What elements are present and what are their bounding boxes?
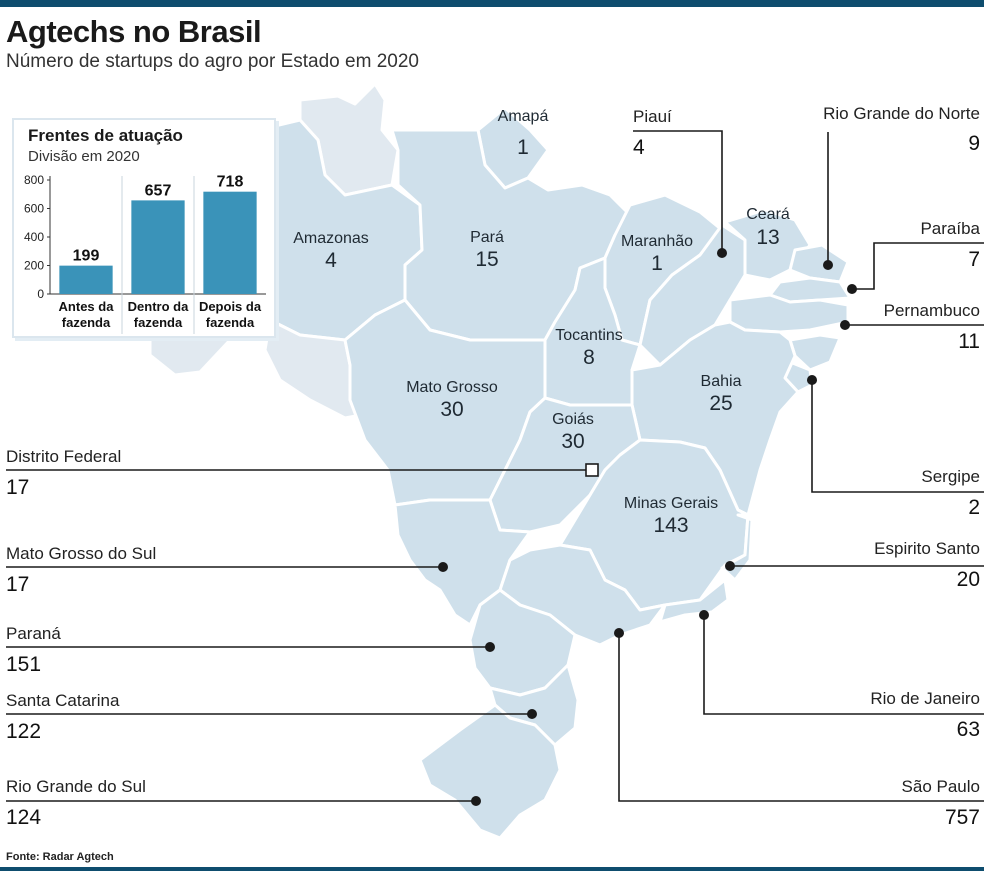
leader-dot-rs (471, 796, 481, 806)
label-name-sp: São Paulo (901, 777, 980, 796)
inset-category-label: fazenda (134, 315, 183, 330)
inset-category-label: Dentro da (128, 299, 189, 314)
label-value-amapa: 1 (517, 136, 529, 159)
inset-category-label: fazenda (62, 315, 111, 330)
leader-dot-rn (823, 260, 833, 270)
inset-bar-value: 199 (73, 248, 100, 265)
label-value-maranhao: 1 (651, 252, 663, 275)
label-name-rn: Rio Grande do Norte (823, 104, 980, 123)
inset-title: Frentes de atuação (28, 126, 183, 145)
label-value-amazonas: 4 (325, 249, 337, 272)
inset-bar-value: 657 (145, 182, 172, 199)
label-name-para: Pará (470, 229, 504, 246)
label-value-bahia: 25 (709, 392, 733, 415)
label-name-parana: Paraná (6, 624, 61, 643)
label-value-goias: 30 (561, 430, 585, 453)
label-name-rs: Rio Grande do Sul (6, 777, 146, 796)
leader-dot-sergipe (807, 375, 817, 385)
bottom-accent-bar (0, 867, 984, 871)
leader-dot-pernambuco (840, 320, 850, 330)
inset-bar (59, 265, 113, 294)
inset-bar-value: 718 (217, 174, 244, 191)
label-value-df: 17 (6, 476, 30, 499)
leader-line-sp (618, 633, 984, 802)
map-state-rn (788, 243, 850, 284)
leader-dot-piaui (717, 248, 727, 258)
inset-bar (203, 191, 257, 294)
inset-ytick-label: 0 (37, 287, 44, 301)
leader-dot-ms (438, 562, 448, 572)
chart-title: Agtechs no Brasil (6, 14, 262, 49)
inset-category-label: fazenda (206, 315, 255, 330)
leader-marker-df (585, 463, 599, 477)
map-state-pernambuco (728, 293, 850, 334)
leader-dot-rj (699, 610, 709, 620)
label-name-goias: Goiás (552, 411, 594, 428)
leader-line-paraiba (852, 242, 984, 290)
label-value-mg: 143 (653, 514, 689, 537)
map-state-rj (658, 578, 730, 624)
inset-category-label: Antes da (59, 299, 115, 314)
leader-line-piaui (633, 130, 723, 250)
label-name-rj: Rio de Janeiro (870, 689, 980, 708)
label-value-parana: 151 (6, 653, 42, 676)
inset-ytick-label: 400 (24, 230, 44, 244)
label-name-piaui: Piauí (633, 107, 672, 126)
label-name-ceara: Ceará (746, 206, 790, 223)
label-name-bahia: Bahia (700, 373, 742, 390)
leader-dot-paraiba (847, 284, 857, 294)
source-note: Fonte: Radar Agtech (6, 851, 114, 863)
label-value-piaui: 4 (633, 136, 645, 159)
leader-dot-sp (614, 628, 624, 638)
map-state-es (720, 513, 754, 582)
leader-dot-parana (485, 642, 495, 652)
inset-subtitle: Divisão em 2020 (28, 148, 140, 165)
label-value-ceara: 13 (756, 226, 780, 249)
label-name-mt: Mato Grosso (406, 379, 498, 396)
chart-subtitle: Número de startups do agro por Estado em… (6, 51, 419, 72)
label-name-sergipe: Sergipe (921, 467, 980, 486)
label-value-tocantins: 8 (583, 346, 595, 369)
label-value-mt: 30 (440, 398, 464, 421)
label-value-rn: 9 (968, 132, 980, 155)
label-name-amazonas: Amazonas (293, 230, 369, 247)
inset-ytick-label: 600 (24, 202, 44, 216)
label-value-sergipe: 2 (968, 496, 980, 519)
label-name-mg: Minas Gerais (623, 495, 719, 512)
map-state-rs (418, 703, 562, 840)
label-name-amapa: Amapá (497, 108, 549, 125)
label-name-df: Distrito Federal (6, 447, 122, 466)
inset-category-label: Depois da (199, 299, 262, 314)
label-value-pernambuco: 11 (958, 330, 980, 353)
label-name-es: Espirito Santo (874, 539, 980, 558)
label-name-ms: Mato Grosso do Sul (6, 544, 157, 563)
label-name-pernambuco: Pernambuco (883, 301, 980, 320)
leader-line-rj (703, 615, 984, 715)
label-value-rj: 63 (956, 718, 980, 741)
label-name-tocantins: Tocantins (555, 327, 623, 344)
inset-bar (131, 200, 185, 294)
label-value-rs: 124 (6, 806, 42, 829)
leader-dot-sc (527, 709, 537, 719)
inset-ytick-label: 200 (24, 259, 44, 273)
label-name-maranhao: Maranhão (620, 233, 694, 250)
label-value-para: 15 (475, 248, 499, 271)
label-value-sc: 122 (6, 720, 42, 743)
inset-bar-chart: Frentes de atuação Divisão em 2020 0 200 4… (12, 118, 276, 338)
inset-ytick-label: 800 (24, 173, 44, 187)
label-value-ms: 17 (6, 573, 30, 596)
label-name-sc: Santa Catarina (6, 691, 120, 710)
top-accent-bar (0, 0, 984, 7)
label-value-paraiba: 7 (968, 248, 980, 271)
label-name-paraiba: Paraíba (920, 219, 980, 238)
leader-dot-es (725, 561, 735, 571)
map-state-goias (488, 396, 642, 534)
leader-line-sergipe (811, 380, 984, 493)
label-value-sp: 757 (944, 806, 980, 829)
label-value-es: 20 (956, 568, 980, 591)
